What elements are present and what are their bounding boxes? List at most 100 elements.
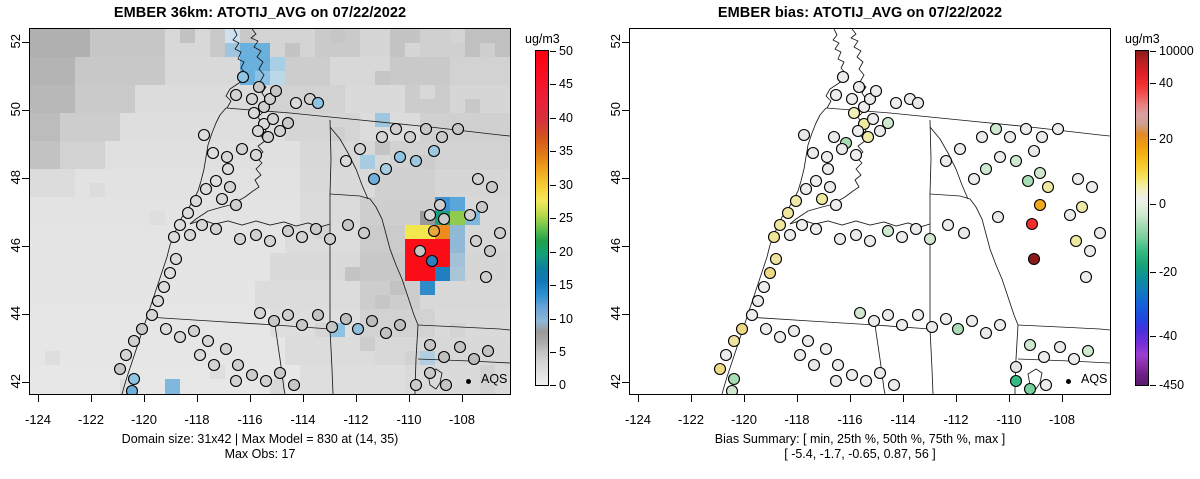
map-model-svg bbox=[30, 29, 510, 394]
colorbar-tick-label: 40 bbox=[559, 111, 573, 125]
y-axis-tick-label: 44 bbox=[608, 306, 623, 321]
colorbar-tick bbox=[1150, 204, 1156, 205]
x-axis-tick bbox=[1062, 395, 1063, 402]
y-axis-tick bbox=[22, 382, 29, 383]
colorbar-tick-label: 40 bbox=[1159, 76, 1173, 90]
map-bias-svg bbox=[713, 29, 1110, 394]
x-axis-tick bbox=[956, 395, 957, 402]
y-axis-tick bbox=[622, 314, 629, 315]
y-axis-tick bbox=[622, 178, 629, 179]
colorbar-tick-label: 35 bbox=[559, 144, 573, 158]
y-axis-tick-label: 48 bbox=[608, 170, 623, 185]
colorbar-tick-label: 0 bbox=[559, 378, 566, 392]
y-axis-tick bbox=[622, 382, 629, 383]
colorbar-tick-label: 0 bbox=[1159, 197, 1166, 211]
y-axis-tick-label: 50 bbox=[8, 102, 23, 117]
colorbar-tick bbox=[1150, 336, 1156, 337]
x-axis-tick-label: -124 bbox=[624, 412, 652, 427]
colorbar-tick-label: -20 bbox=[1159, 265, 1178, 279]
y-axis-tick-label: 44 bbox=[8, 306, 23, 321]
x-axis-tick bbox=[462, 395, 463, 402]
colorbar-tick-label: -450 bbox=[1159, 378, 1185, 392]
x-axis-tick bbox=[91, 395, 92, 402]
y-axis-tick bbox=[22, 178, 29, 179]
y-axis-tick-label: 52 bbox=[608, 34, 623, 49]
colorbar-gradient bbox=[535, 50, 549, 386]
colorbar-tick-label: 5 bbox=[559, 345, 566, 359]
colorbar-tick bbox=[550, 285, 556, 286]
x-axis-tick-label: -114 bbox=[290, 412, 316, 427]
x-axis-tick bbox=[850, 395, 851, 402]
y-axis-tick bbox=[22, 42, 29, 43]
x-axis-tick bbox=[356, 395, 357, 402]
colorbar-tick-label: 20 bbox=[559, 245, 573, 259]
x-axis-tick bbox=[744, 395, 745, 402]
x-axis-tick-label: -118 bbox=[184, 412, 210, 427]
y-axis-tick bbox=[622, 246, 629, 247]
colorbar-tick bbox=[550, 385, 556, 386]
x-axis-tick bbox=[691, 395, 692, 402]
colorbar-tick bbox=[550, 352, 556, 353]
x-axis-tick bbox=[197, 395, 198, 402]
colorbar-unit-label: ug/m3 bbox=[525, 32, 560, 46]
x-axis-tick bbox=[303, 395, 304, 402]
x-axis-tick-label: -112 bbox=[343, 412, 369, 427]
colorbar-tick-label: 10000 bbox=[1159, 44, 1194, 58]
x-axis-tick bbox=[1009, 395, 1010, 402]
y-axis-tick bbox=[622, 110, 629, 111]
panel-bias: EMBER bias: ATOTIJ_AVG on 07/22/2022 52 … bbox=[600, 0, 1200, 479]
bias-monitor-sites bbox=[713, 70, 1107, 394]
colorbar-tick-label: 30 bbox=[559, 178, 573, 192]
colorbar-tick-label: 10 bbox=[559, 312, 573, 326]
aqs-legend-dot-icon bbox=[1066, 379, 1071, 384]
colorbar-tick bbox=[1150, 385, 1156, 386]
y-axis-tick bbox=[22, 246, 29, 247]
colorbar-tick bbox=[1150, 51, 1156, 52]
panel-model-caption-line1: Domain size: 31x42 | Max Model = 830 at … bbox=[121, 432, 399, 446]
colorbar-tick-label: 25 bbox=[559, 211, 573, 225]
x-axis-tick-label: -108 bbox=[448, 412, 476, 427]
colorbar-tick bbox=[550, 319, 556, 320]
colorbar-tick-label: 45 bbox=[559, 77, 573, 91]
y-axis-tick-label: 48 bbox=[8, 170, 23, 185]
y-axis-tick-label: 42 bbox=[8, 374, 23, 389]
y-axis-tick-label: 52 bbox=[8, 34, 23, 49]
x-axis-tick bbox=[250, 395, 251, 402]
colorbar-tick bbox=[550, 51, 556, 52]
x-axis-tick-label: -108 bbox=[1048, 412, 1076, 427]
x-axis-tick-label: -118 bbox=[784, 412, 810, 427]
panel-model-title: EMBER 36km: ATOTIJ_AVG on 07/22/2022 bbox=[113, 5, 407, 21]
map-bias[interactable] bbox=[630, 29, 1110, 394]
colorbar-tick bbox=[550, 84, 556, 85]
y-axis-tick bbox=[622, 42, 629, 43]
colorbar-unit-label: ug/m3 bbox=[1125, 32, 1160, 46]
colorbar-tick-label: 15 bbox=[559, 278, 573, 292]
x-axis-tick-label: -116 bbox=[237, 412, 263, 427]
x-axis-tick-label: -114 bbox=[890, 412, 916, 427]
colorbar-tick bbox=[1150, 83, 1156, 84]
x-axis-tick-label: -112 bbox=[943, 412, 969, 427]
x-axis-tick-label: -120 bbox=[730, 412, 758, 427]
colorbar-tick bbox=[1150, 139, 1156, 140]
panel-bias-caption-line1: Bias Summary: [ min, 25th %, 50th %, 75t… bbox=[714, 432, 1006, 446]
map-frame-bias bbox=[629, 28, 1111, 395]
colorbar-tick bbox=[550, 218, 556, 219]
x-axis-tick bbox=[638, 395, 639, 402]
y-axis-tick bbox=[22, 314, 29, 315]
x-axis-tick bbox=[903, 395, 904, 402]
aqs-legend-label: AQS bbox=[481, 372, 508, 386]
colorbar-tick bbox=[1150, 272, 1156, 273]
x-axis-tick bbox=[409, 395, 410, 402]
y-axis-tick-label: 46 bbox=[608, 238, 623, 253]
x-axis-tick bbox=[144, 395, 145, 402]
colorbar-tick bbox=[550, 252, 556, 253]
colorbar-tick bbox=[550, 151, 556, 152]
model-concentration-cells bbox=[30, 29, 510, 394]
map-model[interactable] bbox=[30, 29, 510, 394]
y-axis-tick bbox=[22, 110, 29, 111]
x-axis-tick bbox=[797, 395, 798, 402]
x-axis-tick-label: -122 bbox=[677, 412, 705, 427]
panel-model-caption-line2: Max Obs: 17 bbox=[224, 447, 296, 461]
panel-model: EMBER 36km: ATOTIJ_AVG on 07/22/2022 52 … bbox=[8, 5, 573, 461]
